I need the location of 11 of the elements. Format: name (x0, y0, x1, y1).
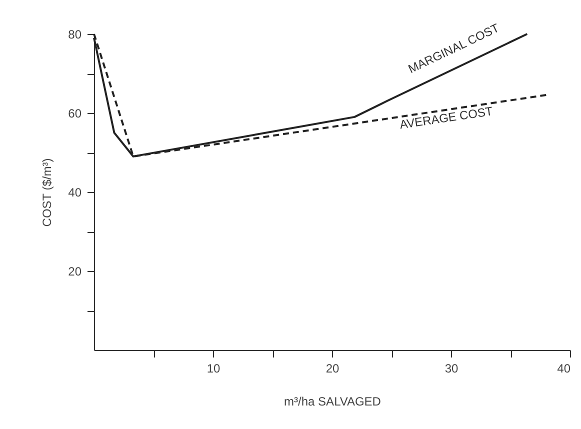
y-tick-label: 60 (68, 106, 82, 120)
x-tick-label: 40 (557, 362, 571, 376)
y-tick-label: 40 (68, 186, 82, 200)
y-tick-label: 80 (68, 28, 82, 42)
x-axis-title: m³/ha SALVAGED (284, 394, 382, 408)
x-tick-label: 10 (206, 362, 220, 376)
x-tick-label: 20 (326, 362, 340, 376)
x-tick-label: 30 (444, 362, 458, 376)
text: AVERAGE COST (398, 104, 494, 132)
y-axis-title: COST ($/m³) (40, 158, 54, 227)
y-tick-label: 20 (68, 264, 82, 278)
